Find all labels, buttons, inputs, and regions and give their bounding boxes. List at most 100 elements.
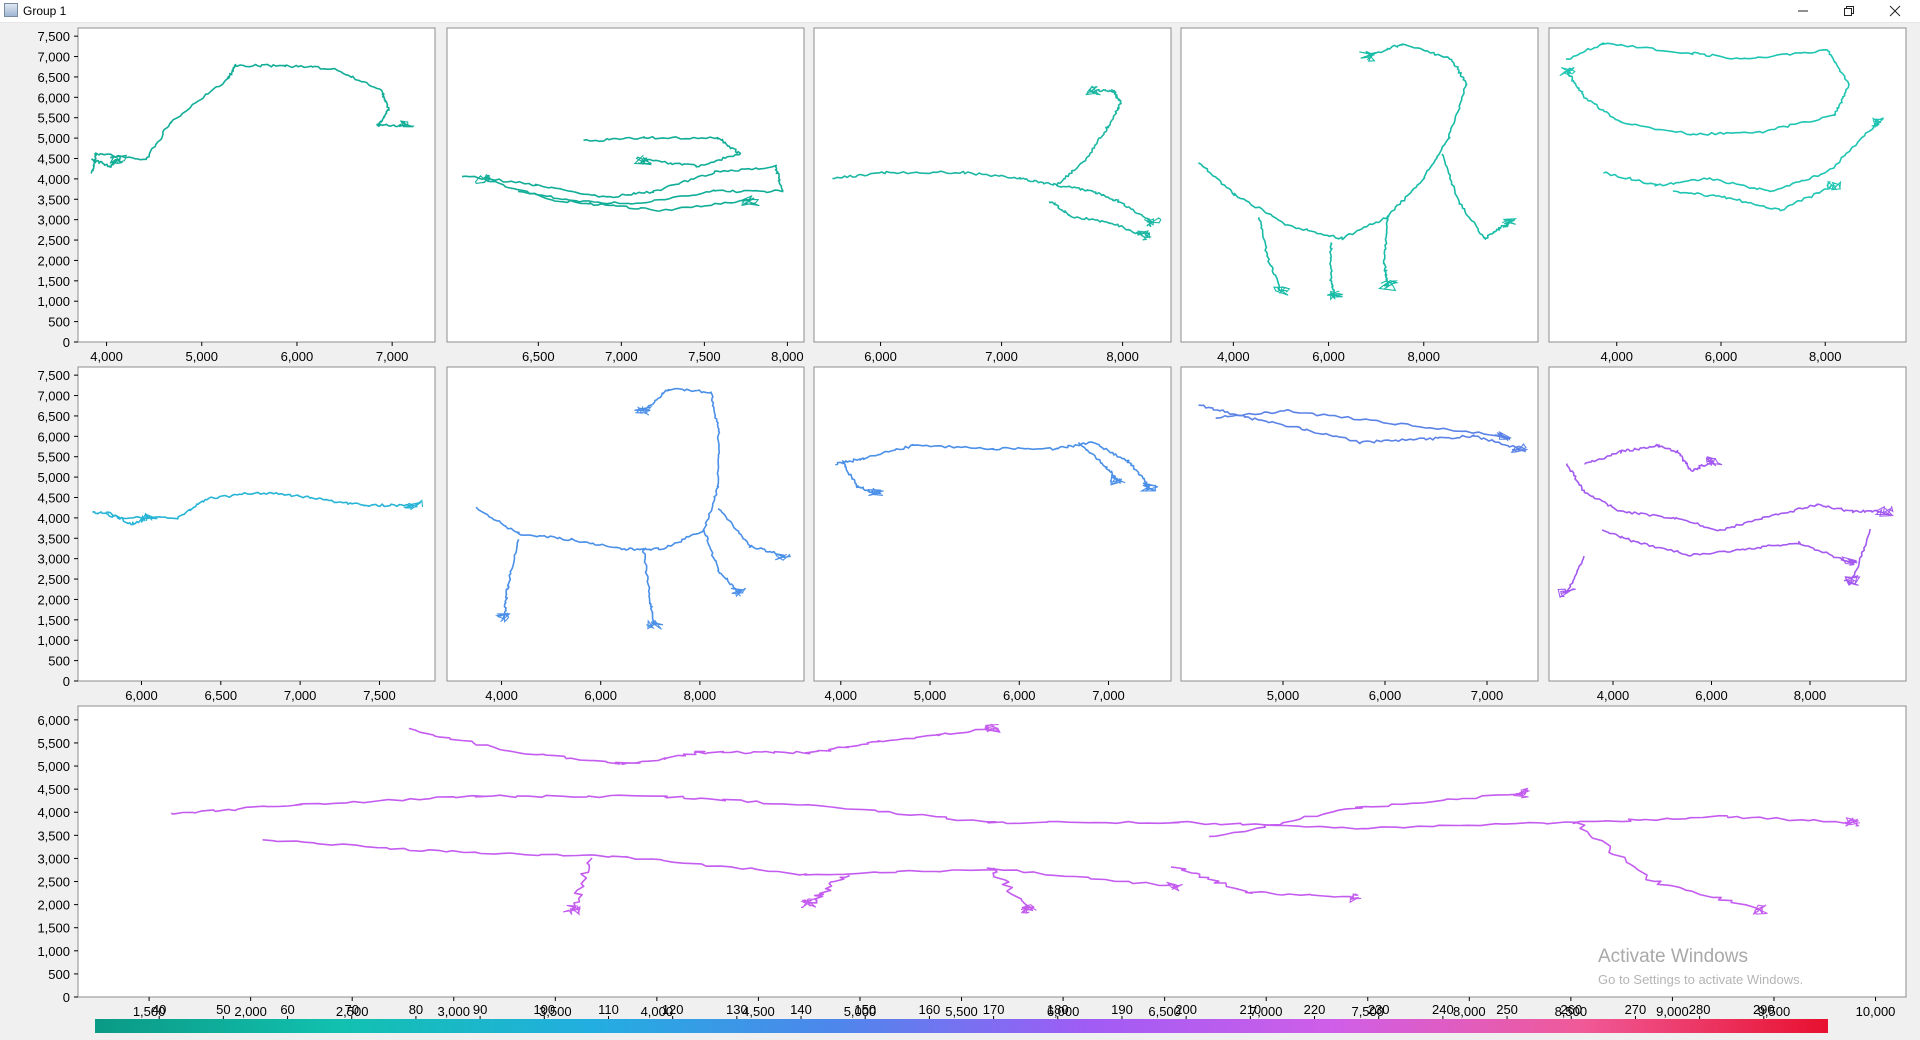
minimize-button[interactable] bbox=[1780, 0, 1826, 22]
colorbar-tick-label: 250 bbox=[1496, 1002, 1518, 1017]
trajectory-line bbox=[1055, 88, 1122, 187]
colorbar-tick-label: 110 bbox=[598, 1002, 619, 1017]
colorbar-tick-label: 70 bbox=[345, 1002, 359, 1017]
trajectory-cluster bbox=[1559, 66, 1576, 78]
colorbar-tick-label: 190 bbox=[1111, 1002, 1133, 1017]
trace-group bbox=[461, 135, 784, 212]
y-tick-label: 3,500 bbox=[37, 192, 70, 207]
trajectory-line bbox=[1566, 463, 1885, 532]
x-tick-label: 8,000 bbox=[1106, 349, 1139, 364]
x-tick-label: 8,000 bbox=[1453, 1004, 1486, 1019]
plot-area bbox=[77, 27, 436, 343]
colorbar-tick-label: 260 bbox=[1560, 1002, 1582, 1017]
y-tick-label: 4,500 bbox=[37, 151, 70, 166]
trajectory-line bbox=[1574, 821, 1760, 911]
x-tick-label: 8,500 bbox=[1555, 1004, 1588, 1019]
trajectory-cluster bbox=[1844, 816, 1861, 827]
trajectory-line bbox=[1672, 184, 1835, 212]
x-tick-label: 5,000 bbox=[185, 349, 218, 364]
trajectory-cluster bbox=[646, 619, 664, 630]
panel-r1c2: 6,500 7,000 7,500 8,000 bbox=[446, 27, 805, 364]
panel-r2c5: 4,000 6,000 8,000 bbox=[1548, 366, 1907, 703]
colorbar-tick-label: 160 bbox=[919, 1002, 941, 1017]
trace-group bbox=[835, 441, 1159, 497]
y-tick-label: 4,500 bbox=[37, 782, 70, 797]
trajectory-line bbox=[992, 867, 1034, 912]
colorbar-tick-label: 140 bbox=[790, 1002, 812, 1017]
colorbar-tick-label: 90 bbox=[473, 1002, 487, 1017]
plots-canvas: 4,000 5,000 6,000 7,00005001,0001,5002,0002… bbox=[37, 27, 1907, 1033]
colorbar-tick-label: 230 bbox=[1368, 1002, 1390, 1017]
y-tick-label: 2,000 bbox=[37, 592, 70, 607]
trajectory-line bbox=[1441, 153, 1511, 240]
restore-button[interactable] bbox=[1826, 0, 1872, 22]
trajectory-line bbox=[90, 158, 119, 168]
trajectory-cluster bbox=[1139, 482, 1159, 492]
plot-area bbox=[446, 27, 805, 343]
x-tick-label: 4,000 bbox=[1597, 688, 1630, 703]
y-tick-label: 6,000 bbox=[37, 429, 70, 444]
x-tick-label: 7,500 bbox=[688, 349, 721, 364]
x-tick-label: 6,000 bbox=[584, 688, 617, 703]
colorbar-tick-label: 40 bbox=[152, 1002, 166, 1017]
x-tick-label: 8,000 bbox=[771, 349, 804, 364]
y-tick-label: 6,500 bbox=[37, 409, 70, 424]
trace-group bbox=[92, 491, 424, 526]
y-tick-label: 1,500 bbox=[37, 613, 70, 628]
trajectory-line bbox=[262, 839, 1171, 887]
y-tick-label: 2,500 bbox=[37, 572, 70, 587]
x-tick-label: 4,000 bbox=[825, 688, 858, 703]
trajectory-line bbox=[1601, 529, 1850, 563]
x-tick-label: 7,000 bbox=[605, 349, 638, 364]
trajectory-line bbox=[518, 190, 751, 212]
trajectory-line bbox=[703, 529, 741, 594]
trajectory-cluster bbox=[741, 195, 760, 207]
y-tick-label: 3,500 bbox=[37, 828, 70, 843]
trajectory-cluster bbox=[1752, 904, 1768, 916]
activation-watermark-subtitle: Go to Settings to activate Windows. bbox=[1598, 972, 1804, 987]
y-tick-label: 0 bbox=[63, 335, 70, 350]
trajectory-cluster bbox=[634, 405, 653, 416]
x-axis: 4,000 6,000 8,000 bbox=[1597, 681, 1826, 703]
colorbar: 40 50 60 70 80 90 100 110 120 130 140 150 160 170 180 1… bbox=[95, 1002, 1828, 1033]
colorbar-tick-label: 50 bbox=[216, 1002, 230, 1017]
title-bar[interactable]: Group 1 bbox=[0, 0, 1920, 23]
trajectory-cluster bbox=[1840, 556, 1858, 566]
y-tick-label: 5,500 bbox=[37, 450, 70, 465]
trajectory-cluster bbox=[403, 499, 424, 511]
panel-r2c2: 4,000 6,000 8,000 bbox=[446, 366, 805, 703]
colorbar-tick-label: 60 bbox=[280, 1002, 294, 1017]
trajectory-cluster bbox=[1843, 574, 1861, 586]
trace-group bbox=[170, 723, 1861, 916]
trajectory-cluster bbox=[774, 553, 791, 561]
colorbar-tick-label: 170 bbox=[983, 1002, 1005, 1017]
trajectory-cluster bbox=[1557, 588, 1576, 599]
y-tick-label: 7,500 bbox=[37, 29, 70, 44]
trajectory-cluster bbox=[494, 612, 511, 624]
colorbar-tick-label: 150 bbox=[854, 1002, 876, 1017]
x-tick-label: 2,000 bbox=[234, 1004, 267, 1019]
y-tick-label: 6,000 bbox=[37, 713, 70, 728]
trajectory-cluster bbox=[800, 898, 818, 908]
y-tick-label: 5,000 bbox=[37, 131, 70, 146]
trace-group bbox=[1197, 43, 1518, 301]
x-axis: 6,000 7,000 8,000 bbox=[864, 342, 1139, 364]
y-tick-label: 500 bbox=[48, 967, 70, 982]
y-tick-label: 1,500 bbox=[37, 921, 70, 936]
close-icon bbox=[1889, 5, 1901, 17]
panel-r1c5: 4,000 6,000 8,000 bbox=[1548, 27, 1907, 364]
minimize-icon bbox=[1798, 10, 1808, 12]
trajectory-line bbox=[1170, 866, 1354, 900]
y-axis: 0 500 1,000 1,500 2,000 2,500 3,000 3,500 4,000 4… bbox=[37, 29, 78, 350]
y-tick-label: 4,500 bbox=[37, 490, 70, 505]
trajectory-cluster bbox=[984, 723, 1001, 734]
plot-area bbox=[1180, 27, 1539, 343]
close-button[interactable] bbox=[1872, 0, 1918, 22]
x-tick-label: 2,500 bbox=[336, 1004, 369, 1019]
trajectory-line bbox=[408, 727, 990, 766]
trajectory-cluster bbox=[1327, 290, 1344, 301]
y-tick-label: 1,500 bbox=[37, 274, 70, 289]
x-tick-label: 4,000 bbox=[641, 1004, 674, 1019]
panel-r1c1: 4,000 5,000 6,000 7,000 0 500 1,000 1,500 2,000 2… bbox=[37, 27, 436, 364]
x-tick-label: 7,000 bbox=[1471, 688, 1504, 703]
